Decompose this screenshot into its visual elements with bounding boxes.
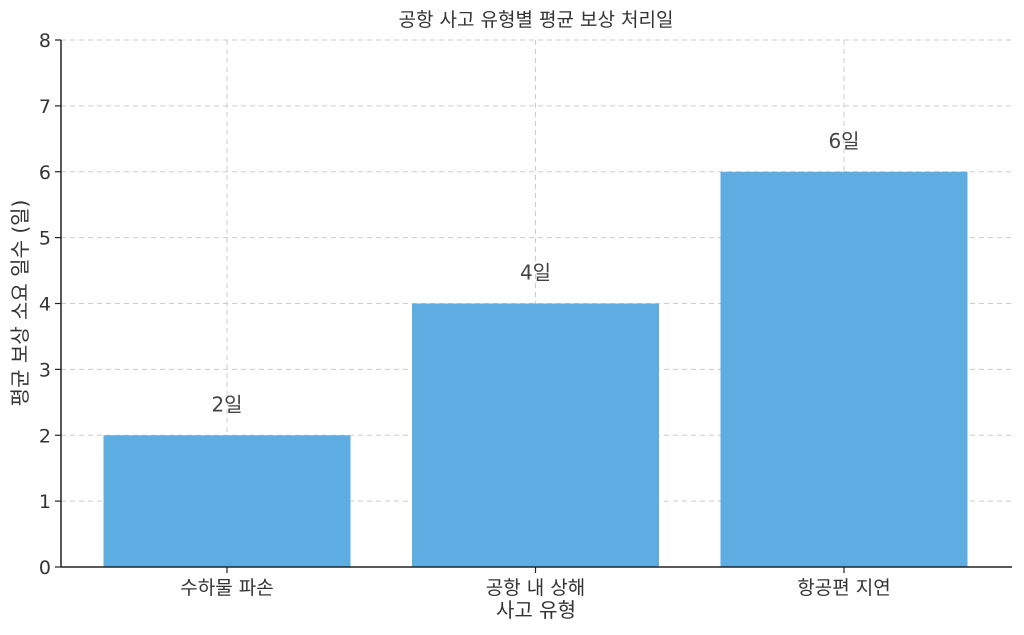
y-tick-label: 7 — [39, 96, 51, 118]
y-tick-label: 2 — [39, 425, 51, 447]
bar — [412, 303, 659, 567]
y-tick-label: 8 — [39, 30, 51, 52]
bar-data-label: 4일 — [520, 261, 551, 285]
x-tick-label: 항공편 지연 — [797, 577, 890, 599]
y-ticks: 0 1 2 3 4 5 6 7 8 — [39, 30, 61, 579]
y-axis-label: 평균 보상 소요 일수 (일) — [8, 200, 32, 407]
y-tick-label: 4 — [39, 294, 51, 316]
bars — [103, 171, 968, 567]
data-labels: 2일 4일 6일 — [211, 129, 859, 417]
y-tick-label: 5 — [39, 228, 51, 250]
y-tick-label: 6 — [39, 162, 51, 184]
y-tick-label: 1 — [39, 491, 51, 513]
bar — [720, 171, 968, 567]
y-tick-label: 0 — [39, 557, 51, 579]
y-tick-label: 3 — [39, 359, 51, 381]
x-axis-label: 사고 유형 — [496, 598, 576, 622]
x-tick-label: 수하물 파손 — [180, 577, 273, 599]
x-tick-label: 공항 내 상해 — [486, 577, 585, 599]
bar-data-label: 2일 — [211, 392, 242, 416]
bar — [103, 435, 351, 567]
chart-title: 공항 사고 유형별 평균 보상 처리일 — [399, 9, 674, 31]
x-ticks: 수하물 파손 공항 내 상해 항공편 지연 — [180, 567, 891, 599]
bar-data-label: 6일 — [828, 129, 859, 153]
